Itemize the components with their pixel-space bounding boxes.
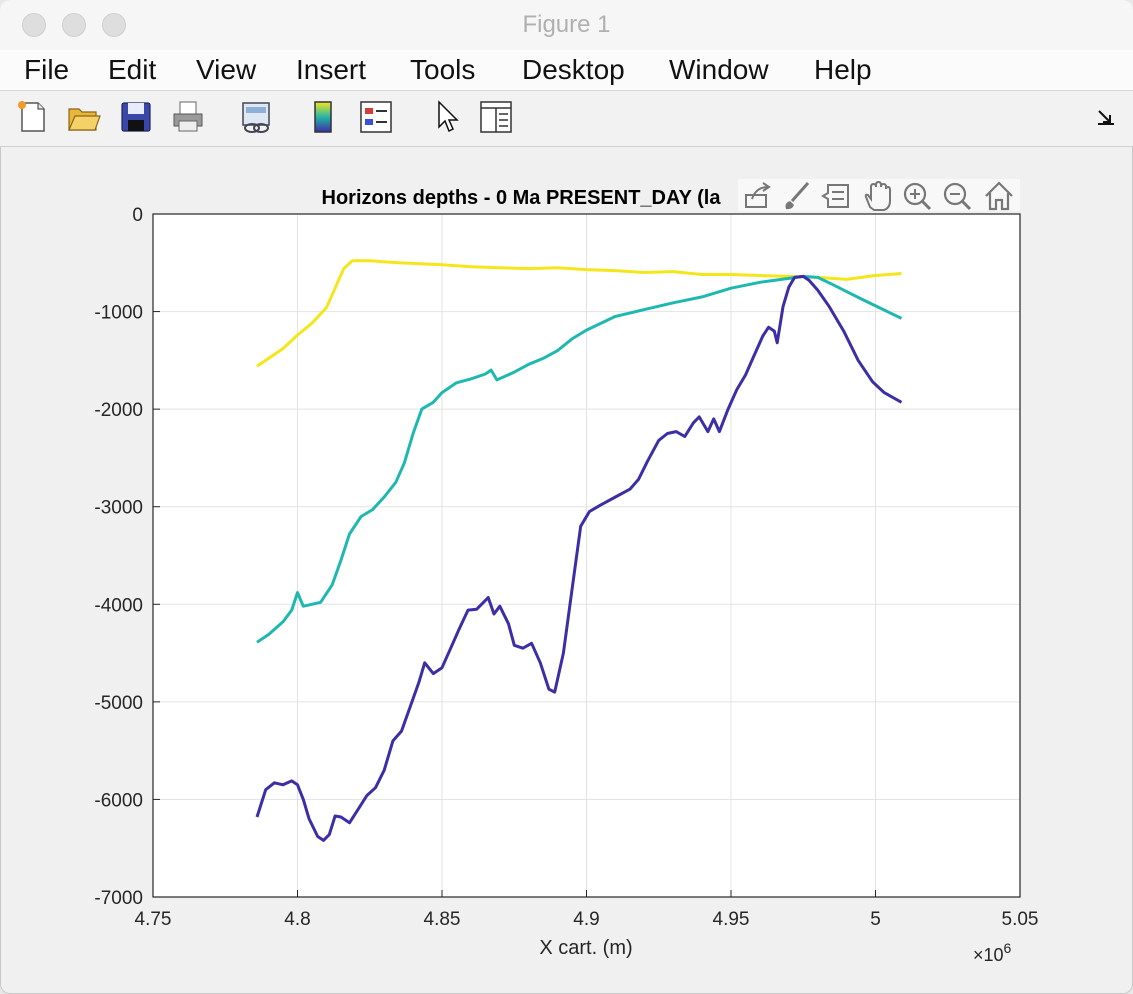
zoom-in-icon[interactable] xyxy=(903,182,932,211)
x-tick-label: 4.85 xyxy=(424,909,461,930)
horizon-line-purple xyxy=(255,274,903,842)
y-tick-label: -2000 xyxy=(94,400,143,421)
export-icon[interactable] xyxy=(745,182,771,208)
minimize-window-button[interactable] xyxy=(62,13,86,37)
brush-icon[interactable] xyxy=(785,182,810,210)
y-tick-label: -4000 xyxy=(94,595,143,616)
print-icon[interactable] xyxy=(170,99,206,135)
y-tick-label: -6000 xyxy=(94,790,143,811)
menu-insert[interactable]: Insert xyxy=(296,54,367,85)
menu-file[interactable]: File xyxy=(24,54,70,85)
new-figure-icon[interactable] xyxy=(14,99,50,135)
x-exponent-power: 6 xyxy=(1004,940,1012,956)
menu-tools[interactable]: Tools xyxy=(410,54,476,85)
colorbar-icon[interactable] xyxy=(306,99,342,135)
y-tick-label: -5000 xyxy=(94,693,143,714)
figure-canvas: 4.75 4.8 4.85 4.9 4.95 5 5.05 0 -1000 -2000 -3000… xyxy=(6,147,1127,987)
horizon-depth-chart[interactable]: 4.75 4.8 4.85 4.9 4.95 5 5.05 0 -1000 -2000 -3000… xyxy=(6,147,1127,987)
zoom-out-icon[interactable] xyxy=(943,182,972,211)
x-exponent-base: ×10 xyxy=(973,945,1004,965)
x-tick-label: 4.9 xyxy=(573,909,599,930)
menu-view[interactable]: View xyxy=(196,54,257,85)
y-axis: 0 -1000 -2000 -3000 -4000 -5000 -6000 -7000 xyxy=(94,205,160,909)
pan-hand-icon[interactable] xyxy=(864,180,891,211)
y-tick-label: -7000 xyxy=(94,888,143,909)
save-icon[interactable] xyxy=(118,99,154,135)
pointer-icon[interactable] xyxy=(428,99,464,135)
x-axis: 4.75 4.8 4.85 4.9 4.95 5 5.05 xyxy=(135,890,1039,930)
open-folder-icon[interactable] xyxy=(66,99,102,135)
chart-title: Horizons depths - 0 Ma PRESENT_DAY (la xyxy=(322,187,722,209)
home-icon[interactable] xyxy=(985,181,1013,211)
y-tick-label: -3000 xyxy=(94,498,143,519)
menu-desktop[interactable]: Desktop xyxy=(522,54,625,85)
data-tip-icon[interactable] xyxy=(821,184,849,208)
menu-edit[interactable]: Edit xyxy=(108,54,157,85)
zoom-window-button[interactable] xyxy=(102,13,126,37)
property-editor-icon[interactable] xyxy=(478,99,514,135)
x-tick-label: 5 xyxy=(870,909,881,930)
y-tick-label: -1000 xyxy=(94,303,143,324)
menu-bar: File Edit View Insert Tools Desktop Wind… xyxy=(0,50,1133,91)
x-tick-label: 4.8 xyxy=(284,909,310,930)
dock-arrow-icon[interactable] xyxy=(1094,105,1118,129)
x-tick-label: 5.05 xyxy=(1002,909,1039,930)
figure-toolbar xyxy=(0,91,1133,147)
horizon-line-teal xyxy=(256,274,903,644)
link-plot-icon[interactable] xyxy=(238,99,274,135)
axes-toolbar xyxy=(738,179,1020,211)
y-tick-label: 0 xyxy=(132,205,143,226)
title-bar: Figure 1 xyxy=(0,0,1133,51)
x-tick-label: 4.95 xyxy=(713,909,750,930)
x-tick-label: 4.75 xyxy=(135,909,172,930)
window-title: Figure 1 xyxy=(522,11,611,38)
menu-window[interactable]: Window xyxy=(669,54,769,85)
close-window-button[interactable] xyxy=(22,13,46,37)
menu-help[interactable]: Help xyxy=(814,54,872,85)
legend-icon[interactable] xyxy=(358,99,394,135)
horizon-lines xyxy=(255,259,903,842)
x-exponent-label: ×106 xyxy=(973,940,1012,965)
x-axis-label: X cart. (m) xyxy=(539,937,632,959)
